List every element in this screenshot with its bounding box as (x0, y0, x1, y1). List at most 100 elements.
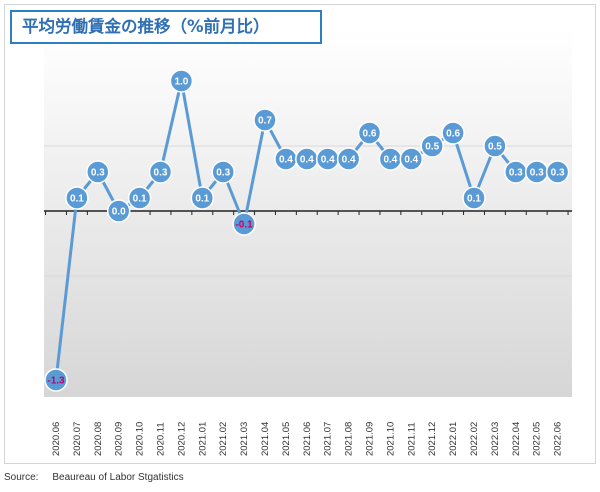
x-tick-2020.10: 2020.10 (135, 422, 146, 456)
x-tick-2021.09: 2021.09 (365, 422, 376, 456)
marker-2020.11 (148, 160, 173, 184)
value-label-2022.04: 0.3 (509, 168, 523, 179)
marker-2022.03 (483, 134, 507, 158)
x-tick-2022.03: 2022.03 (490, 422, 501, 456)
data-point-2022.02: 0.1 (462, 186, 486, 210)
x-tick-2020.11: 2020.11 (156, 422, 167, 456)
x-tick-2021.02: 2021.02 (218, 422, 229, 456)
marker-2022.06 (545, 160, 570, 184)
value-label-2021.08: 0.4 (342, 155, 356, 166)
marker-2020.10 (127, 186, 152, 210)
x-tick-2020.07: 2020.07 (72, 422, 83, 456)
value-label-2020.08: 0.3 (91, 168, 105, 179)
value-label-2021.01: 0.1 (195, 194, 209, 205)
data-point-2021.02: 0.3 (211, 160, 235, 184)
data-point-2020.11: 0.3 (148, 160, 173, 184)
source-text: Beaureau of Labor Stgatistics (52, 472, 184, 483)
value-label-2022.06: 0.3 (551, 168, 565, 179)
data-point-2020.10: 0.1 (127, 186, 152, 210)
marker-2020.08 (86, 160, 110, 184)
data-point-2020.12: 1.0 (169, 69, 194, 93)
value-label-2020.11: 0.3 (154, 168, 168, 179)
marker-2021.11 (399, 147, 424, 171)
value-label-2021.03: -0.1 (235, 220, 253, 231)
x-tick-2021.10: 2021.10 (385, 422, 396, 456)
x-tick-2021.01: 2021.01 (197, 422, 208, 456)
value-label-2021.11: 0.4 (404, 155, 418, 166)
x-tick-2022.01: 2022.01 (448, 422, 459, 456)
data-point-2021.11: 0.4 (399, 147, 424, 171)
value-label-2022.05: 0.3 (530, 168, 544, 179)
data-point-2021.01: 0.1 (190, 186, 215, 210)
source-note: Source: Beaureau of Labor Stgatistics (4, 472, 184, 483)
x-tick-2021.11: 2021.11 (406, 422, 417, 456)
value-label-2021.06: 0.4 (300, 155, 314, 166)
line-chart: -1.3 0.1 0.3 0.0 0.1 0.3 1.0 0.1 0.3 -0.1 0.7 0.4 0.… (44, 30, 572, 456)
marker-2021.03 (232, 212, 256, 236)
value-label-2020.12: 1.0 (174, 77, 188, 88)
value-label-2021.09: 0.6 (363, 129, 377, 140)
value-label-2020.10: 0.1 (133, 194, 147, 205)
data-point-2020.07: 0.1 (65, 186, 89, 210)
data-point-2021.03: -0.1 (232, 212, 256, 236)
x-tick-2021.05: 2021.05 (281, 422, 292, 456)
marker-2020.06 (44, 368, 68, 392)
marker-2021.12 (420, 134, 444, 158)
data-point-2021.04: 0.7 (253, 108, 277, 132)
marker-2022.02 (462, 186, 486, 210)
data-point-2020.08: 0.3 (86, 160, 110, 184)
data-point-2022.05: 0.3 (524, 160, 549, 184)
marker-2021.02 (211, 160, 235, 184)
data-point-2021.05: 0.4 (274, 147, 298, 171)
x-tick-2020.06: 2020.06 (51, 422, 62, 456)
data-point-2021.10: 0.4 (378, 147, 403, 171)
data-point-2021.09: 0.6 (357, 121, 382, 145)
x-tick-labels: 2020.06 2020.07 2020.08 2020.09 2020.10 2020.… (51, 422, 564, 456)
data-point-2022.01: 0.6 (441, 121, 465, 145)
value-label-2021.12: 0.5 (425, 142, 439, 153)
x-tick-2021.07: 2021.07 (323, 422, 334, 456)
value-label-2022.02: 0.1 (467, 194, 481, 205)
x-tick-2020.12: 2020.12 (176, 422, 187, 456)
data-point-2021.08: 0.4 (336, 147, 361, 171)
marker-2021.01 (190, 186, 215, 210)
chart-title: 平均労働賃金の推移（%前月比） (10, 10, 322, 44)
x-tick-2022.02: 2022.02 (469, 422, 480, 456)
value-label-2021.04: 0.7 (258, 116, 272, 127)
value-label-2022.01: 0.6 (446, 129, 460, 140)
value-label-2022.03: 0.5 (488, 142, 502, 153)
x-tick-2021.12: 2021.12 (427, 422, 438, 456)
value-label-2020.09: 0.0 (112, 207, 126, 218)
data-point-2021.06: 0.4 (295, 147, 319, 171)
x-tick-2022.04: 2022.04 (511, 422, 522, 456)
marker-2021.09 (357, 121, 382, 145)
x-tick-2022.05: 2022.05 (532, 422, 543, 456)
value-label-2020.06: -1.3 (47, 376, 65, 387)
marker-2020.12 (169, 69, 194, 93)
data-point-2022.04: 0.3 (504, 160, 528, 184)
data-point-2021.07: 0.4 (315, 147, 340, 171)
source-label: Source: (4, 472, 39, 483)
x-tick-2020.08: 2020.08 (93, 422, 104, 456)
value-label-2021.02: 0.3 (216, 168, 230, 179)
marker-2020.07 (65, 186, 89, 210)
x-tick-2021.06: 2021.06 (302, 422, 313, 456)
marker-2021.04 (253, 108, 277, 132)
value-label-2020.07: 0.1 (70, 194, 84, 205)
x-tick-2021.08: 2021.08 (344, 422, 355, 456)
x-tick-2021.03: 2021.03 (239, 422, 250, 456)
value-label-2021.07: 0.4 (321, 155, 335, 166)
data-point-2022.03: 0.5 (483, 134, 507, 158)
data-point-2020.09: 0.0 (106, 199, 131, 223)
data-point-2021.12: 0.5 (420, 134, 444, 158)
marker-2020.09 (106, 199, 131, 223)
data-point-2022.06: 0.3 (545, 160, 570, 184)
value-label-2021.05: 0.4 (279, 155, 293, 166)
marker-2022.01 (441, 121, 465, 145)
data-point-2020.06: -1.3 (44, 368, 68, 392)
x-tick-2022.06: 2022.06 (553, 422, 564, 456)
data-markers: -1.3 0.1 0.3 0.0 0.1 0.3 1.0 0.1 0.3 -0.1 0.7 0.4 0.… (44, 69, 570, 392)
marker-2021.08 (336, 147, 361, 171)
x-tick-2020.09: 2020.09 (114, 422, 125, 456)
value-label-2021.10: 0.4 (383, 155, 397, 166)
